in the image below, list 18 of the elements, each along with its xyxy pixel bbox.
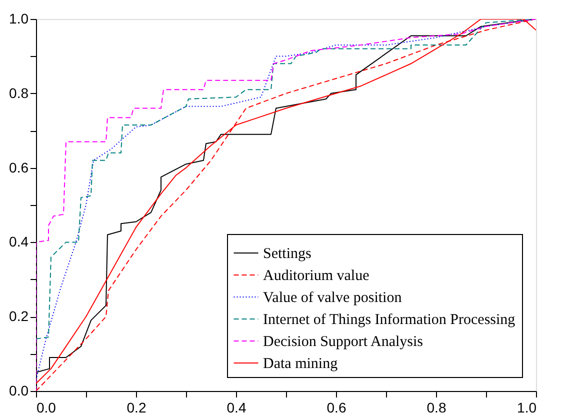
y-tick-label: 0.0 [9, 382, 29, 398]
x-tick-label: 0.0 [36, 400, 56, 416]
legend-label: Data mining [263, 356, 338, 372]
y-tick-label: 0.4 [9, 234, 29, 250]
y-tick-label: 1.0 [9, 10, 29, 26]
y-tick-label: 0.2 [9, 308, 29, 324]
x-tick-label: 0.4 [226, 400, 246, 416]
x-tick-label: 0.8 [426, 400, 446, 416]
x-tick-label: 0.6 [326, 400, 346, 416]
legend-label: Value of valve position [263, 290, 402, 306]
x-tick-label: 1.0 [517, 400, 537, 416]
legend-label: Internet of Things Information Processing [263, 312, 516, 328]
y-tick-label: 0.6 [9, 159, 29, 176]
y-tick-label: 0.8 [9, 84, 29, 101]
x-tick-label: 0.2 [126, 400, 146, 416]
legend-label: Decision Support Analysis [263, 334, 424, 350]
legend-label: Auditorium value [263, 268, 370, 284]
legend-label: Settings [263, 246, 312, 262]
